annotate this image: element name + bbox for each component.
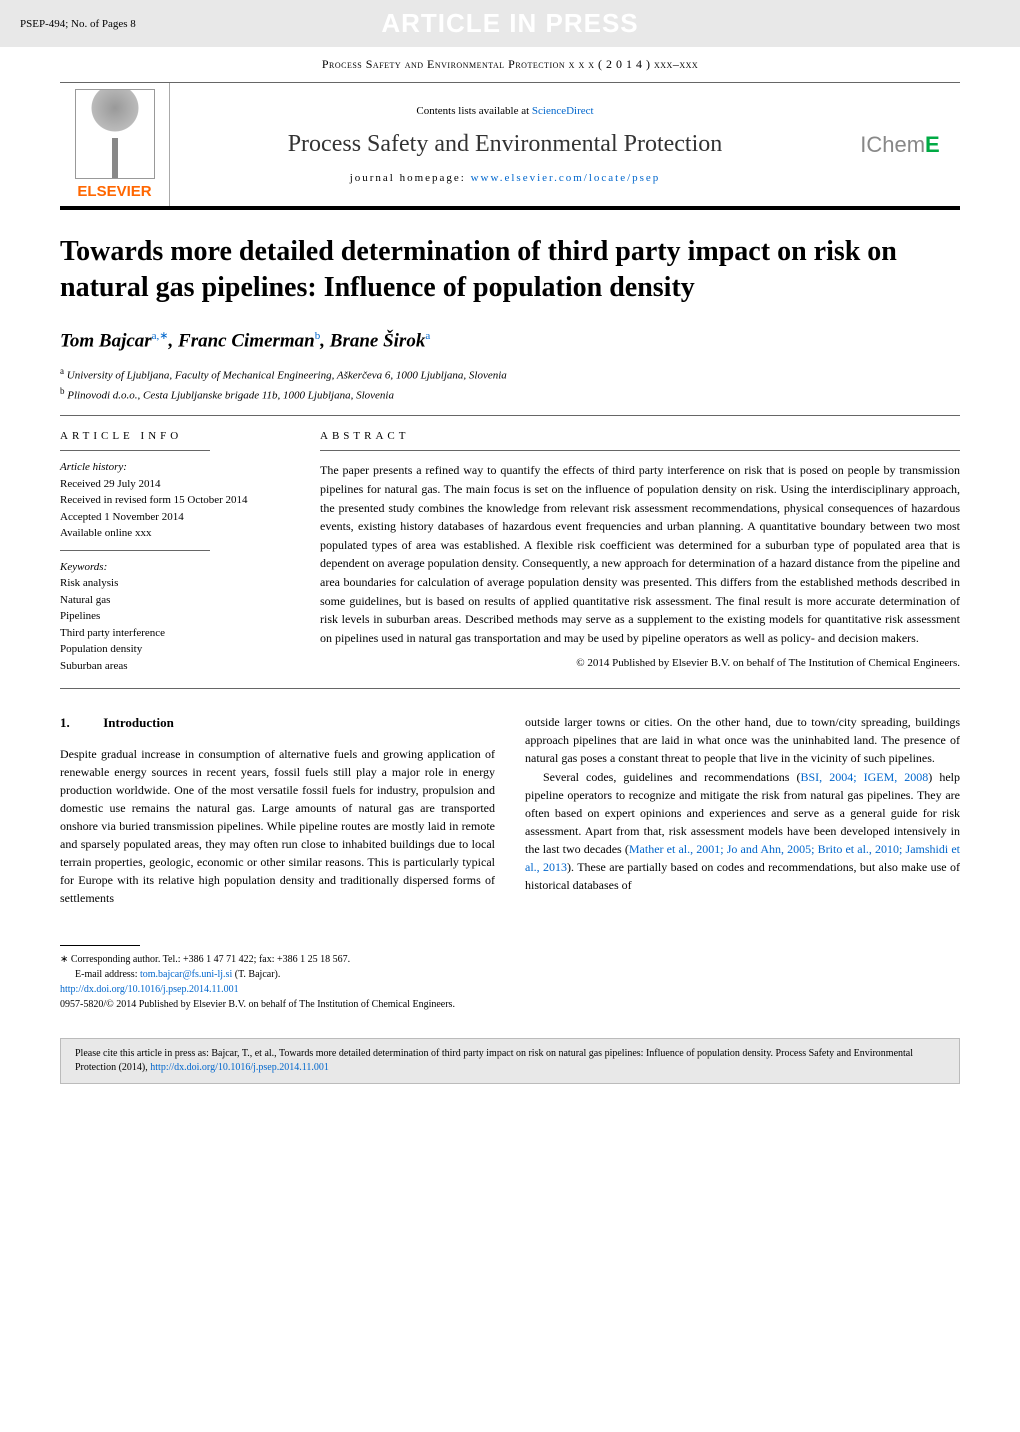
article-title: Towards more detailed determination of t… (60, 234, 960, 307)
authors-line: Tom Bajcara,∗, Franc Cimermanb, Brane Ši… (60, 329, 960, 352)
doi-link[interactable]: http://dx.doi.org/10.1016/j.psep.2014.11… (60, 984, 239, 995)
author-2-affil: b (315, 330, 321, 342)
abstract-column: abstract The paper presents a refined wa… (320, 430, 960, 674)
homepage-prefix: journal homepage: (350, 172, 471, 184)
author-1: Tom Bajcar (60, 330, 152, 351)
author-3: Brane Širok (330, 330, 426, 351)
info-divider-1 (60, 450, 210, 451)
email-line: E-mail address: tom.bajcar@fs.uni-lj.si … (60, 967, 960, 982)
author-1-affil: a,∗ (152, 330, 169, 342)
abstract-text: The paper presents a refined way to quan… (320, 461, 960, 647)
keyword-3: Pipelines (60, 608, 290, 625)
press-header-bar: PSEP-494; No. of Pages 8 ARTICLE IN PRES… (0, 0, 1020, 47)
affil-b-text: Plinovodi d.o.o., Cesta Ljubljanske brig… (67, 389, 394, 401)
elsevier-tree-icon (75, 89, 155, 179)
citation-bsi-igem[interactable]: BSI, 2004; IGEM, 2008 (800, 770, 928, 784)
p2-text-c: ). These are partially based on codes an… (525, 860, 960, 892)
model-id: PSEP-494; No. of Pages 8 (20, 18, 240, 30)
abstract-divider (320, 450, 960, 451)
affil-b-sup: b (60, 386, 65, 396)
email-suffix: (T. Bajcar). (232, 969, 280, 980)
journal-homepage-line: journal homepage: www.elsevier.com/locat… (350, 172, 661, 184)
cite-doi-link[interactable]: http://dx.doi.org/10.1016/j.psep.2014.11… (150, 1062, 329, 1073)
journal-title: Process Safety and Environmental Protect… (288, 131, 723, 158)
journal-header-block: ELSEVIER Contents lists available at Sci… (60, 82, 960, 210)
icheme-prefix: IChem (860, 132, 925, 158)
icheme-logo: IChemE (840, 83, 960, 206)
journal-citation-line: Process Safety and Environmental Protect… (0, 47, 1020, 82)
keyword-1: Risk analysis (60, 575, 290, 592)
divider-2 (60, 688, 960, 689)
author-2: Franc Cimerman (178, 330, 315, 351)
corresponding-author: ∗ Corresponding author. Tel.: +386 1 47 … (60, 952, 960, 967)
intro-paragraph-1: Despite gradual increase in consumption … (60, 745, 495, 907)
article-info-column: article info Article history: Received 2… (60, 430, 290, 674)
body-column-right: outside larger towns or cities. On the o… (525, 713, 960, 907)
abstract-copyright: © 2014 Published by Elsevier B.V. on beh… (320, 657, 960, 669)
intro-paragraph-1-cont: outside larger towns or cities. On the o… (525, 713, 960, 767)
body-two-columns: 1. Introduction Despite gradual increase… (60, 713, 960, 907)
info-abstract-row: article info Article history: Received 2… (60, 430, 960, 674)
contents-available-line: Contents lists available at ScienceDirec… (416, 105, 593, 117)
article-info-heading: article info (60, 430, 290, 442)
section-1-number: 1. (60, 713, 100, 733)
divider (60, 415, 960, 416)
issn-copyright: 0957-5820/© 2014 Published by Elsevier B… (60, 997, 960, 1012)
body-column-left: 1. Introduction Despite gradual increase… (60, 713, 495, 907)
history-accepted: Accepted 1 November 2014 (60, 509, 290, 526)
affil-a-text: University of Ljubljana, Faculty of Mech… (67, 370, 507, 382)
email-prefix: E-mail address: (75, 969, 140, 980)
journal-homepage-link[interactable]: www.elsevier.com/locate/psep (471, 172, 661, 184)
contents-prefix: Contents lists available at (416, 105, 531, 117)
history-received: Received 29 July 2014 (60, 476, 290, 493)
info-divider-2 (60, 550, 210, 551)
footnotes-block: ∗ Corresponding author. Tel.: +386 1 47 … (60, 937, 960, 1012)
cite-this-article-box: Please cite this article in press as: Ba… (60, 1038, 960, 1084)
keyword-2: Natural gas (60, 592, 290, 609)
affiliation-a: a University of Ljubljana, Faculty of Me… (60, 366, 960, 382)
affil-a-sup: a (60, 366, 64, 376)
abstract-heading: abstract (320, 430, 960, 442)
article-in-press-label: ARTICLE IN PRESS (240, 8, 780, 39)
author-3-affil: a (425, 330, 430, 342)
elsevier-logo: ELSEVIER (60, 83, 170, 206)
p2-text-a: Several codes, guidelines and recommenda… (543, 770, 800, 784)
icheme-e: E (925, 132, 940, 158)
keywords-label: Keywords: (60, 559, 290, 576)
journal-header-center: Contents lists available at ScienceDirec… (170, 83, 840, 206)
section-1-title: Introduction (103, 715, 174, 730)
section-1-heading: 1. Introduction (60, 713, 495, 733)
history-revised: Received in revised form 15 October 2014 (60, 492, 290, 509)
affiliation-b: b Plinovodi d.o.o., Cesta Ljubljanske br… (60, 386, 960, 402)
article-history-label: Article history: (60, 459, 290, 476)
elsevier-wordmark: ELSEVIER (77, 183, 151, 200)
sciencedirect-link[interactable]: ScienceDirect (532, 105, 594, 117)
keyword-6: Suburban areas (60, 658, 290, 675)
email-link[interactable]: tom.bajcar@fs.uni-lj.si (140, 969, 232, 980)
keyword-4: Third party interference (60, 625, 290, 642)
history-online: Available online xxx (60, 525, 290, 542)
article-content: Towards more detailed determination of t… (0, 210, 1020, 1022)
footnote-rule (60, 945, 140, 946)
keyword-5: Population density (60, 641, 290, 658)
intro-paragraph-2: Several codes, guidelines and recommenda… (525, 768, 960, 894)
